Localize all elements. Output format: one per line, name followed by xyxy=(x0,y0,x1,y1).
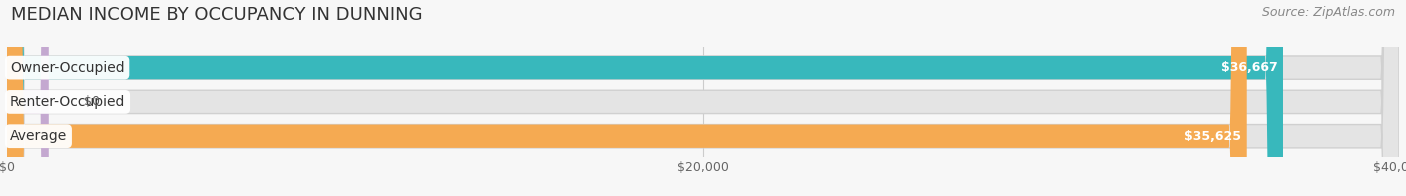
Text: Average: Average xyxy=(10,129,67,143)
Text: $35,625: $35,625 xyxy=(1184,130,1241,143)
FancyBboxPatch shape xyxy=(7,0,1399,196)
Text: Source: ZipAtlas.com: Source: ZipAtlas.com xyxy=(1261,6,1395,19)
FancyBboxPatch shape xyxy=(7,0,1399,196)
Text: Renter-Occupied: Renter-Occupied xyxy=(10,95,125,109)
Text: $36,667: $36,667 xyxy=(1220,61,1278,74)
Text: MEDIAN INCOME BY OCCUPANCY IN DUNNING: MEDIAN INCOME BY OCCUPANCY IN DUNNING xyxy=(11,6,423,24)
FancyBboxPatch shape xyxy=(7,0,1284,196)
Text: $0: $0 xyxy=(83,95,100,108)
Text: Owner-Occupied: Owner-Occupied xyxy=(10,61,125,75)
FancyBboxPatch shape xyxy=(7,0,49,196)
FancyBboxPatch shape xyxy=(7,0,1247,196)
FancyBboxPatch shape xyxy=(7,0,1399,196)
